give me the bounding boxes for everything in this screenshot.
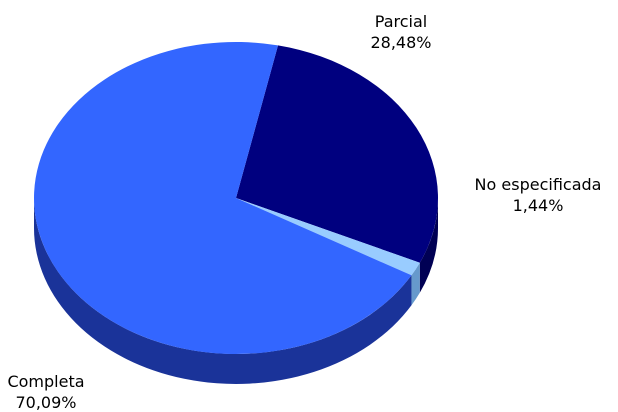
slice-completa xyxy=(33,41,412,354)
slice-pct-parcial: 28,48% xyxy=(370,33,431,52)
slice-pct-no-especificada: 1,44% xyxy=(513,196,564,215)
slice-label-completa: Completa xyxy=(7,372,84,391)
slice-parcial xyxy=(236,45,438,263)
slice-label-parcial: Parcial xyxy=(375,12,427,31)
pie-slices xyxy=(33,41,438,354)
slice-pct-completa: 70,09% xyxy=(15,393,76,412)
slice-label-no-especificada: No especificada xyxy=(475,175,602,194)
slice-side-parcial xyxy=(419,198,438,293)
slice-no-especificada xyxy=(236,198,420,276)
slice-side-no-especificada xyxy=(411,262,420,306)
pie-3d-depth xyxy=(34,198,438,385)
slice-side-completa xyxy=(34,198,412,385)
